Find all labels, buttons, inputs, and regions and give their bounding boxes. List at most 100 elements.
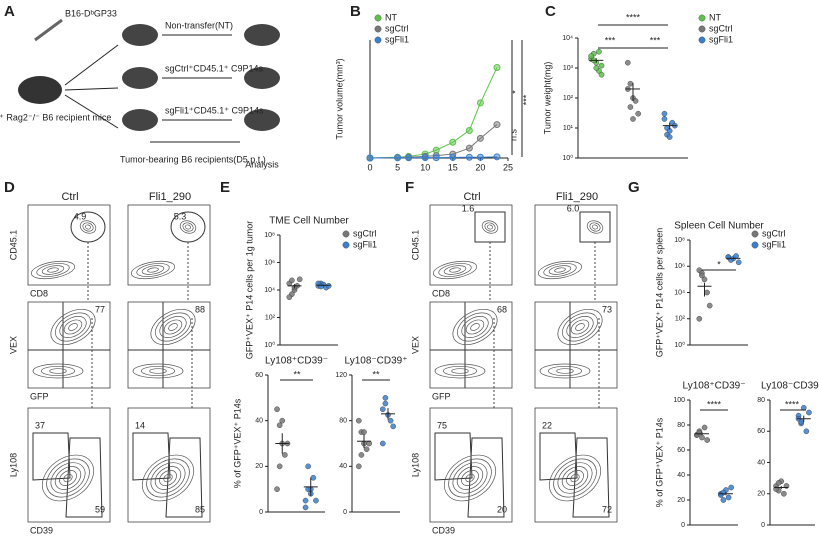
legend-label: sgCtrl <box>762 228 786 238</box>
point <box>706 302 713 309</box>
point <box>661 110 668 117</box>
legend-marker <box>698 36 706 44</box>
y-tick-label: 80 <box>339 418 347 425</box>
contour <box>82 222 94 232</box>
gate-value: 85 <box>195 504 205 514</box>
point <box>666 134 673 140</box>
y-tick-label: 100 <box>673 397 685 404</box>
gate-value: 59 <box>95 504 105 514</box>
flow-plot: 14 85 <box>127 407 211 523</box>
y-tick-label: 10⁸ <box>264 232 275 239</box>
y-axis-label: Ly108 <box>8 453 18 477</box>
flow-plot: 6.0 <box>534 203 618 286</box>
point <box>449 138 457 146</box>
point <box>286 294 293 300</box>
y-tick-label: 10⁶ <box>264 259 275 266</box>
gate <box>467 437 505 518</box>
contour <box>452 308 498 346</box>
arrow <box>64 44 119 86</box>
label: sgFli1⁺CD45.1⁺ C9P14s <box>165 105 264 115</box>
point <box>279 417 286 424</box>
gate-value: 5.3 <box>174 211 187 221</box>
syringe <box>34 18 63 42</box>
label: CD45.2⁺ Rag2⁻/⁻ B6 recipient mice <box>0 112 111 122</box>
contour <box>548 265 572 275</box>
point <box>725 494 732 501</box>
point <box>387 417 394 424</box>
panel-label: A <box>4 3 15 20</box>
gate-value: 20 <box>497 504 507 514</box>
panel-label: C <box>545 3 556 20</box>
point <box>355 463 362 470</box>
contour <box>59 470 77 486</box>
point <box>598 71 605 78</box>
point <box>310 474 317 481</box>
y-tick-label: 10⁸ <box>674 237 685 244</box>
flow-plot: 68 <box>429 301 513 389</box>
legend-label: NT <box>385 12 397 22</box>
legend-marker <box>698 14 706 22</box>
point <box>720 489 727 496</box>
contour <box>575 323 585 331</box>
contour <box>147 267 159 273</box>
y-axis-label: Tumor weight(mg) <box>542 62 552 135</box>
point <box>325 283 332 289</box>
y-axis-label: Ly108 <box>410 453 420 477</box>
point <box>701 424 708 431</box>
contour <box>444 454 496 502</box>
contour <box>556 368 574 374</box>
plot-frame <box>27 301 111 389</box>
legend-marker <box>751 230 759 238</box>
gate-value: 14 <box>135 420 145 430</box>
arrow <box>64 87 119 91</box>
y-axis-label: CD45.1 <box>410 230 420 261</box>
contour <box>561 466 589 490</box>
series-line <box>369 124 498 159</box>
chart-title: Ly108⁻CD39⁺ <box>345 356 408 367</box>
contour <box>461 316 489 338</box>
point <box>382 395 389 401</box>
x-tick-label: 15 <box>448 162 458 172</box>
point <box>355 417 362 424</box>
y-tick-label: 40 <box>757 459 765 466</box>
panel-label: D <box>4 179 15 196</box>
y-tick-label: 10⁰ <box>674 341 685 349</box>
flow-plot: 37 59 <box>27 407 111 523</box>
point <box>465 153 473 161</box>
y-tick-label: 0 <box>681 522 685 529</box>
legend-label: sgFli1 <box>385 34 409 44</box>
legend-label: NT <box>709 12 721 22</box>
annotation: * <box>717 259 721 269</box>
y-tick-label: 10⁴ <box>264 287 275 294</box>
x-tick-label: 25 <box>503 162 513 172</box>
mouse-icon <box>244 24 280 46</box>
gate-value: 68 <box>497 304 507 314</box>
gate <box>539 432 578 481</box>
gate-value: 88 <box>195 304 205 314</box>
contour <box>85 224 91 230</box>
contour <box>168 323 178 331</box>
x-axis-label: CD39 <box>432 525 455 535</box>
y-tick-label: 10² <box>563 95 574 102</box>
point <box>704 437 711 443</box>
contour <box>54 466 82 490</box>
contour <box>549 454 601 502</box>
label: Analysis <box>245 159 279 169</box>
contour <box>136 263 170 277</box>
point <box>493 121 501 129</box>
contour <box>141 265 165 275</box>
contour <box>566 470 584 486</box>
contour <box>449 267 461 273</box>
contour <box>589 222 601 232</box>
point <box>305 463 311 470</box>
y-tick-label: 20 <box>677 497 685 504</box>
point <box>735 259 742 266</box>
y-tick-label: 10⁰ <box>562 154 573 162</box>
contour <box>487 224 493 230</box>
column-header: Ctrl <box>463 191 480 203</box>
contour <box>557 462 593 494</box>
label: sgCtrl⁺CD45.1⁺ C9P14s <box>165 63 264 73</box>
legend-label: sgFli1 <box>353 239 377 249</box>
point <box>296 276 303 283</box>
contour <box>570 319 590 335</box>
